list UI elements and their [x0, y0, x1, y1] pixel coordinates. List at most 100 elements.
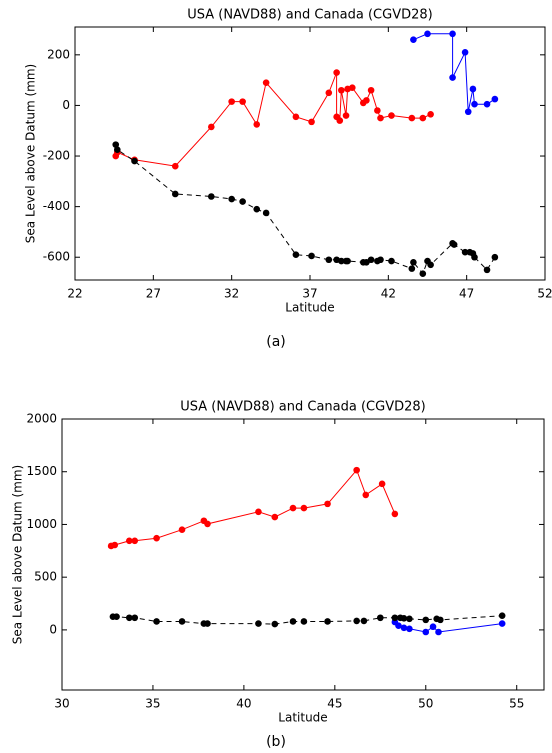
y-axis-label: Sea Level above Datum (mm): [24, 64, 38, 243]
data-point: [271, 620, 279, 628]
data-point: [253, 205, 261, 213]
data-point: [112, 141, 120, 148]
data-point: [461, 49, 469, 56]
data-point: [374, 107, 381, 114]
data-point: [333, 69, 340, 76]
x-tick-label: 55: [509, 697, 524, 711]
data-point: [422, 616, 430, 624]
y-tick-label: 2000: [26, 412, 57, 426]
data-point: [111, 541, 119, 549]
caption: (b): [266, 734, 286, 750]
series-line: [413, 33, 496, 112]
y-tick-label: 1000: [26, 517, 57, 531]
data-point: [292, 113, 300, 121]
data-point: [464, 108, 472, 116]
series-line: [110, 469, 396, 547]
data-point: [419, 270, 427, 277]
data-point: [204, 520, 211, 528]
data-point: [228, 195, 235, 203]
data-point: [308, 118, 315, 126]
data-point: [262, 209, 270, 217]
x-tick-label: 50: [418, 697, 433, 711]
data-point: [208, 193, 215, 200]
x-tick-label: 52: [537, 287, 552, 301]
data-point: [408, 265, 416, 272]
plot-frame: [74, 26, 546, 281]
data-point: [336, 117, 344, 124]
data-point: [171, 190, 179, 198]
data-point: [131, 614, 139, 622]
data-point: [419, 114, 427, 122]
data-point: [289, 504, 297, 512]
series-line: [112, 615, 503, 625]
data-point: [406, 625, 413, 633]
data-point: [435, 628, 442, 636]
data-point: [360, 617, 368, 625]
data-point: [325, 89, 333, 97]
data-point: [253, 121, 261, 128]
data-point: [450, 241, 458, 248]
data-point: [406, 615, 413, 623]
data-point: [353, 617, 360, 625]
data-point: [367, 86, 375, 94]
data-point: [338, 257, 345, 265]
data-point: [324, 618, 331, 625]
x-tick-label: 45: [327, 697, 342, 711]
chart-title: USA (NAVD88) and Canada (CGVD28): [180, 400, 425, 415]
x-tick-label: 37: [302, 287, 317, 301]
x-tick-label: 42: [381, 287, 396, 301]
x-tick-label: 32: [224, 287, 239, 301]
x-tick-label: 40: [236, 697, 251, 711]
data-point: [325, 256, 333, 264]
data-point: [300, 504, 308, 512]
data-point: [362, 491, 370, 499]
data-point: [491, 95, 499, 103]
data-point: [377, 256, 384, 264]
y-tick-label: 500: [34, 570, 57, 584]
x-axis-label: Latitude: [278, 711, 327, 725]
chart-title: USA (NAVD88) and Canada (CGVD28): [187, 8, 432, 23]
data-point: [342, 112, 350, 119]
x-tick-label: 35: [145, 697, 160, 711]
data-point: [353, 466, 360, 474]
data-point: [400, 624, 408, 632]
data-point: [208, 123, 215, 131]
data-point: [437, 616, 444, 624]
data-point: [471, 253, 478, 261]
data-point: [378, 480, 386, 488]
x-tick-label: 27: [146, 287, 161, 301]
data-point: [338, 86, 345, 94]
data-point: [125, 537, 133, 545]
data-point: [255, 508, 262, 516]
data-point: [114, 146, 121, 154]
data-point: [449, 30, 456, 38]
data-point: [377, 614, 384, 622]
data-point: [228, 98, 235, 105]
y-tick-label: 200: [47, 47, 70, 61]
data-point: [429, 623, 437, 631]
y-tick-label: -400: [43, 199, 70, 213]
data-point: [324, 500, 331, 508]
data-point: [408, 114, 416, 122]
data-point: [239, 98, 246, 105]
data-point: [498, 620, 506, 627]
data-point: [469, 85, 477, 93]
x-tick-label: 47: [459, 287, 474, 301]
data-point: [153, 534, 160, 542]
data-point: [461, 248, 469, 256]
data-point: [300, 618, 308, 625]
data-point: [239, 198, 246, 205]
data-point: [410, 258, 417, 266]
data-point: [125, 614, 133, 622]
plot-frame: [61, 418, 545, 691]
data-point: [422, 628, 430, 636]
y-tick-label: 0: [62, 98, 70, 112]
x-tick-label: 22: [67, 287, 82, 301]
series-line: [115, 144, 496, 275]
data-point: [255, 620, 262, 627]
y-tick-label: -200: [43, 149, 70, 163]
data-point: [388, 112, 395, 119]
data-point: [178, 526, 186, 534]
data-point: [349, 84, 356, 92]
